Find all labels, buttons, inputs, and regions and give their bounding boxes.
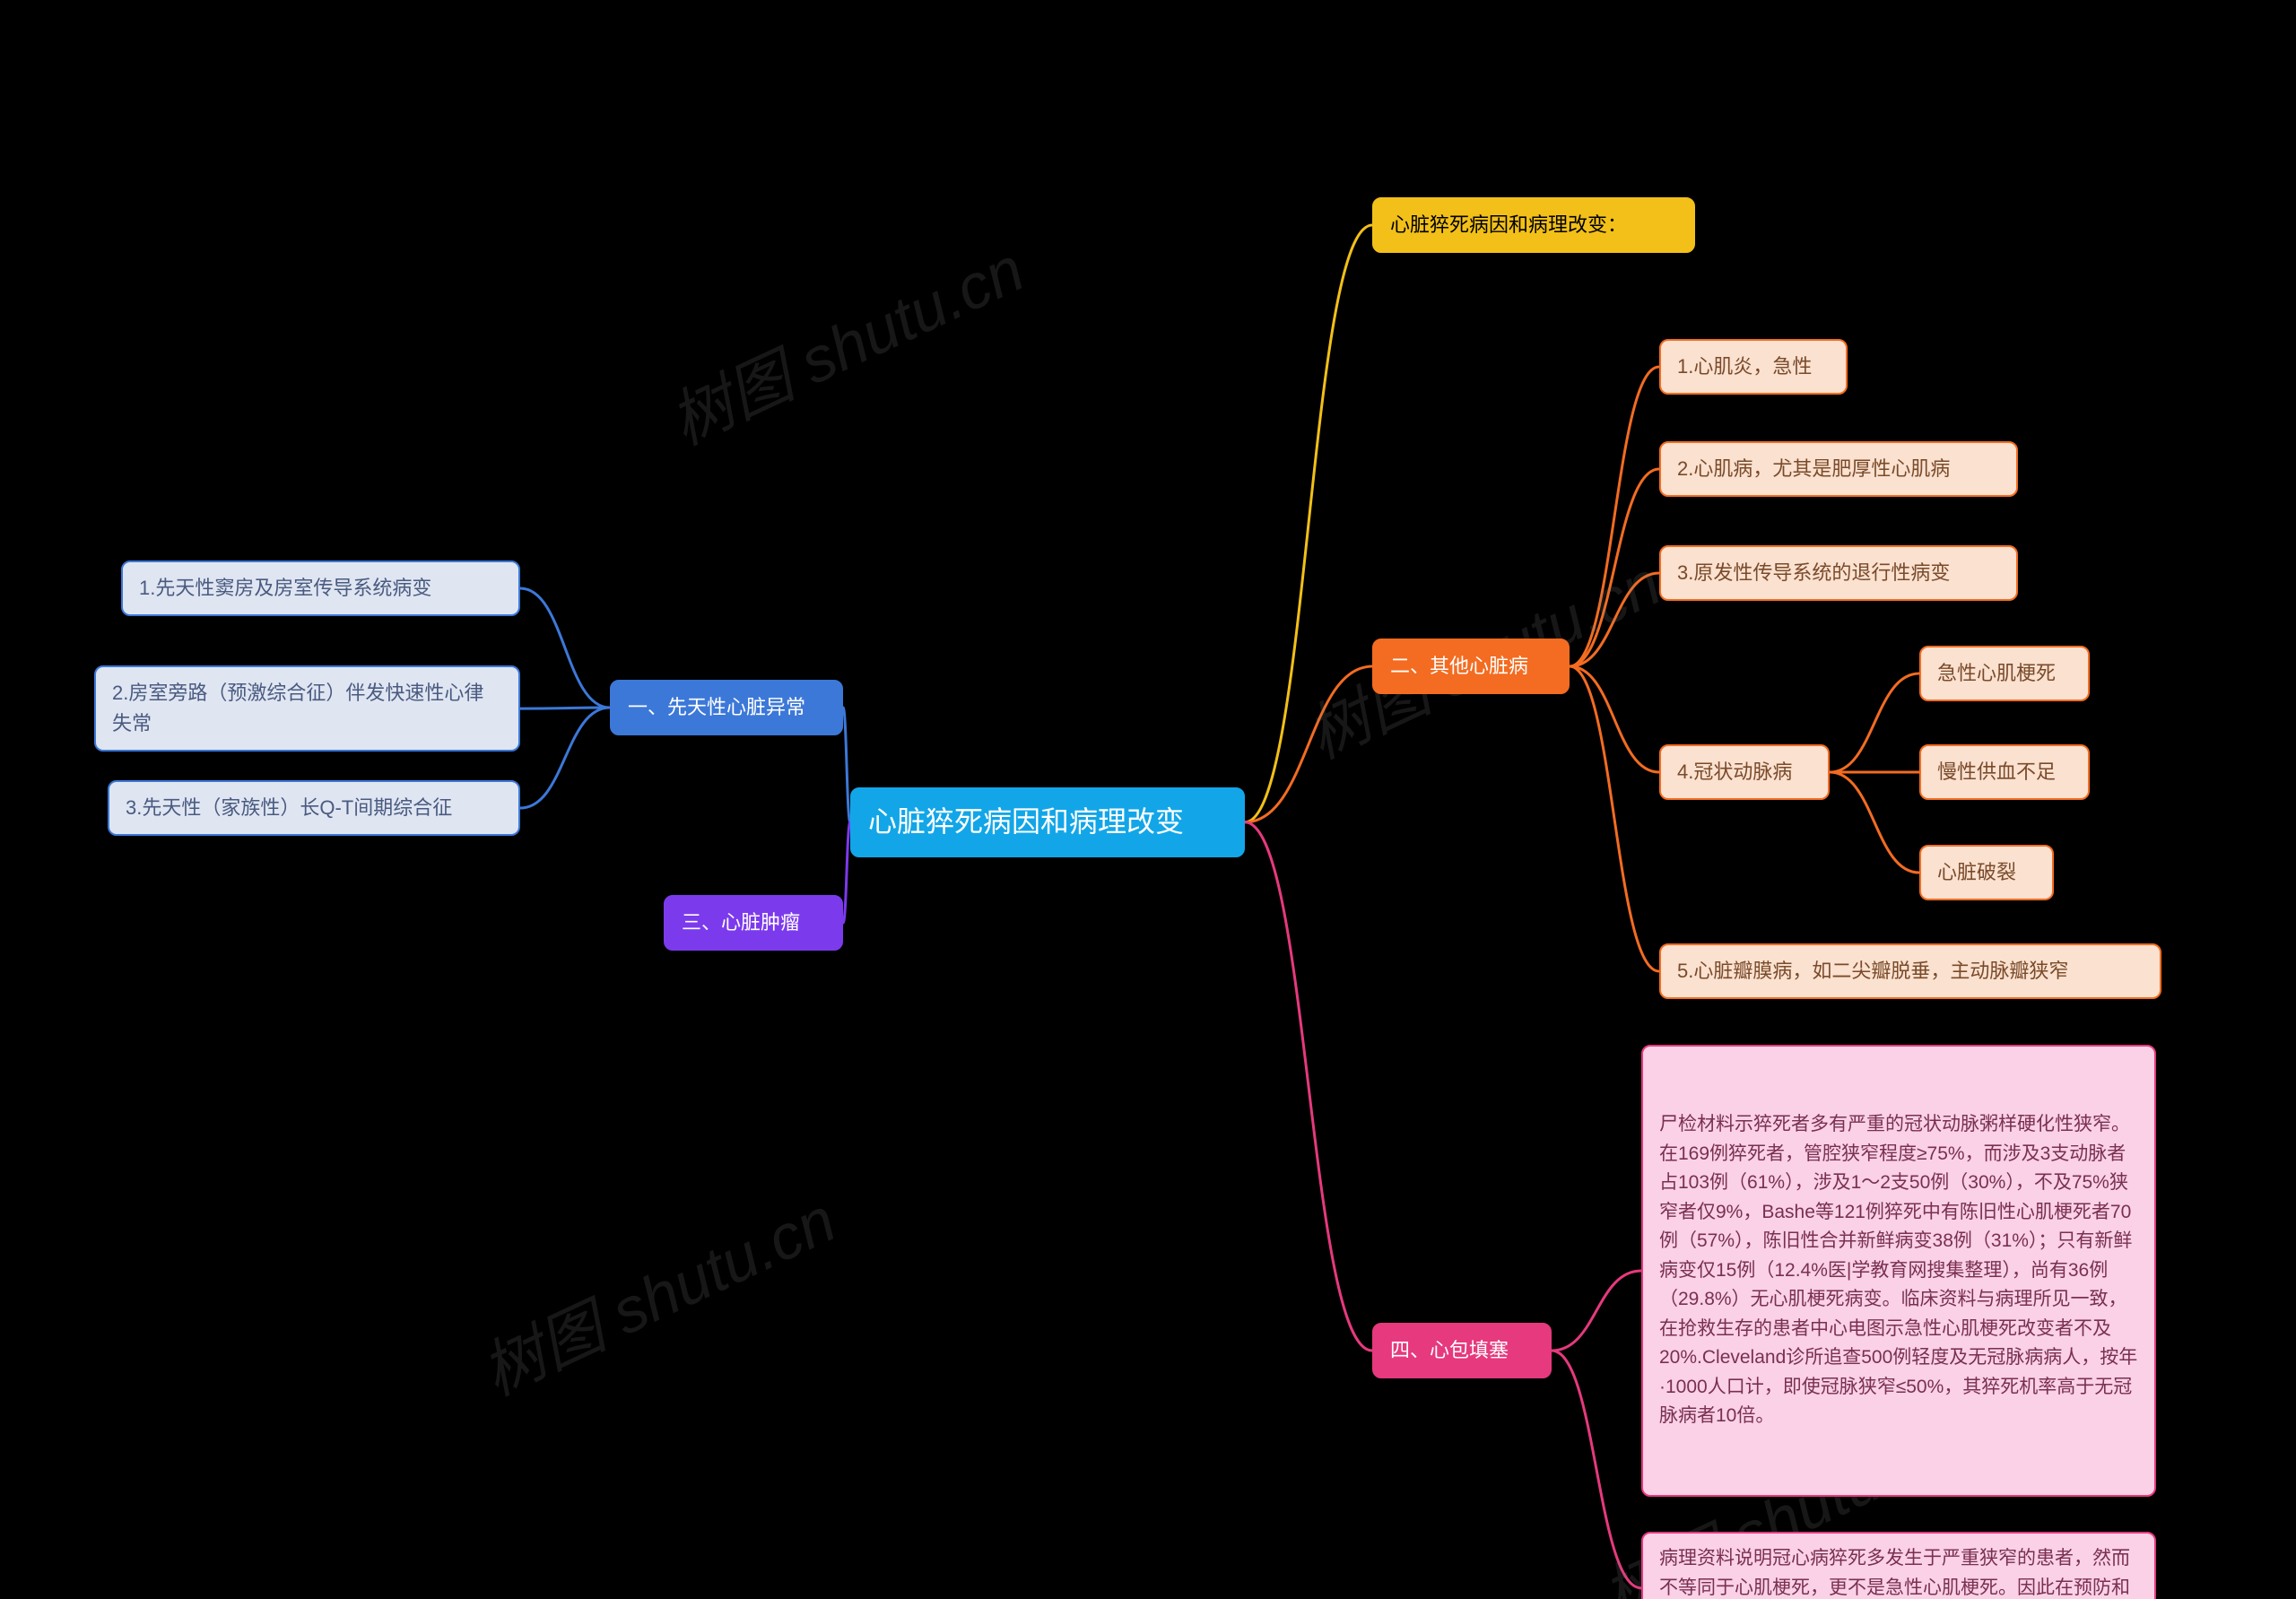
edge — [1570, 367, 1659, 666]
branch-node[interactable]: 二、其他心脏病 — [1372, 639, 1570, 694]
edge — [520, 588, 610, 708]
leaf-node[interactable]: 1.先天性窦房及房室传导系统病变 — [121, 561, 520, 616]
edge — [1552, 1271, 1641, 1351]
leaf-node[interactable]: 2.心肌病，尤其是肥厚性心肌病 — [1659, 441, 2018, 497]
watermark: 树图 shutu.cn — [465, 1170, 848, 1413]
leaf-node[interactable]: 尸检材料示猝死者多有严重的冠状动脉粥样硬化性狭窄。在169例猝死者，管腔狭窄程度… — [1641, 1045, 2156, 1497]
leaf-node[interactable]: 3.先天性（家族性）长Q-T间期综合征 — [108, 780, 520, 836]
root-node[interactable]: 心脏猝死病因和病理改变 — [850, 787, 1245, 857]
leaf-node[interactable]: 4.冠状动脉病 — [1659, 744, 1830, 800]
leaf-node[interactable]: 2.房室旁路（预激综合征）伴发快速性心律失常 — [94, 665, 520, 752]
leaf-node[interactable]: 急性心肌梗死 — [1919, 646, 2090, 701]
leaf-node[interactable]: 5.心脏瓣膜病，如二尖瓣脱垂，主动脉瓣狭窄 — [1659, 943, 2161, 999]
edge — [1830, 673, 1919, 772]
edge — [1570, 573, 1659, 666]
edge — [1830, 772, 1919, 873]
branch-node[interactable]: 心脏猝死病因和病理改变： — [1372, 197, 1695, 253]
edge — [843, 708, 850, 822]
branch-node[interactable]: 四、心包填塞 — [1372, 1323, 1552, 1378]
leaf-node[interactable]: 慢性供血不足 — [1919, 744, 2090, 800]
branch-node[interactable]: 三、心脏肿瘤 — [664, 895, 843, 951]
branch-node[interactable]: 一、先天性心脏异常 — [610, 680, 843, 735]
edge — [843, 822, 850, 923]
edge — [1552, 1351, 1641, 1588]
edge — [1570, 666, 1659, 971]
leaf-node[interactable]: 病理资料说明冠心病猝死多发生于严重狭窄的患者，然而不等同于心肌梗死，更不是急性心… — [1641, 1532, 2156, 1599]
leaf-node[interactable]: 3.原发性传导系统的退行性病变 — [1659, 545, 2018, 601]
edge — [1570, 666, 1659, 772]
mindmap-canvas: 树图 shutu.cn树图 shutu.cn树图 shutu.cn树图 shut… — [0, 0, 2296, 1599]
edge — [520, 708, 610, 808]
edge — [1245, 666, 1372, 822]
edge — [1245, 225, 1372, 822]
leaf-node[interactable]: 心脏破裂 — [1919, 845, 2054, 900]
edge — [1245, 822, 1372, 1351]
edge — [1570, 469, 1659, 666]
leaf-node[interactable]: 1.心肌炎，急性 — [1659, 339, 1848, 395]
watermark: 树图 shutu.cn — [654, 220, 1037, 463]
